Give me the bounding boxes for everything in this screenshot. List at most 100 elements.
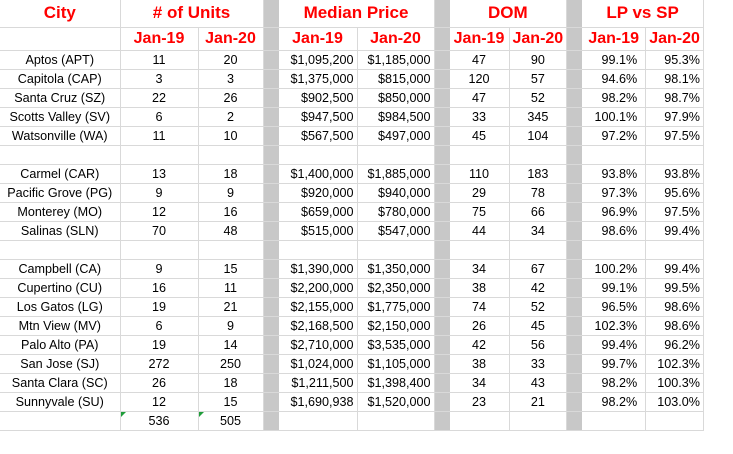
lpsp-jan19-cell[interactable]: 99.1% — [581, 278, 647, 298]
price-jan19-cell[interactable]: $920,000 — [278, 183, 358, 203]
dom-jan20-cell[interactable]: 345 — [509, 107, 568, 127]
city-cell[interactable]: Los Gatos (LG) — [0, 297, 121, 317]
price-jan20-cell[interactable]: $497,000 — [357, 126, 435, 146]
blank-header-cell[interactable] — [0, 27, 121, 51]
price-jan20-cell[interactable]: $3,535,000 — [357, 335, 435, 355]
units-jan20-cell[interactable]: 9 — [198, 183, 264, 203]
dom-jan20-cell[interactable]: 78 — [509, 183, 568, 203]
lpsp-jan20-cell[interactable]: 93.8% — [645, 164, 704, 184]
lpsp-jan20-cell[interactable]: 100.3% — [645, 373, 704, 393]
dom-jan20-cell[interactable]: 43 — [509, 373, 568, 393]
price-jan20-cell[interactable]: $780,000 — [357, 202, 435, 222]
lpsp-jan19-cell[interactable]: 96.5% — [581, 297, 647, 317]
units-jan20-cell[interactable]: 15 — [198, 259, 264, 279]
dom-jan20-cell[interactable]: 33 — [509, 354, 568, 374]
units-jan19-cell[interactable] — [120, 145, 199, 165]
dom-jan20-cell[interactable]: 52 — [509, 88, 568, 108]
city-cell[interactable]: Pacific Grove (PG) — [0, 183, 121, 203]
units-jan19-cell[interactable]: 19 — [120, 297, 199, 317]
dom-jan20-cell[interactable]: 34 — [509, 221, 568, 241]
price-jan19-cell[interactable] — [278, 145, 358, 165]
price-jan20-cell[interactable]: $1,885,000 — [357, 164, 435, 184]
lpsp-jan19-cell[interactable]: 99.7% — [581, 354, 647, 374]
lpsp-jan20-cell[interactable]: 95.6% — [645, 183, 704, 203]
lpsp-jan20-cell[interactable]: 96.2% — [645, 335, 704, 355]
dom-jan19-cell[interactable]: 42 — [449, 335, 510, 355]
price-jan20-cell[interactable]: $815,000 — [357, 69, 435, 89]
price-jan20-cell[interactable]: $2,150,000 — [357, 316, 435, 336]
units-jan19-cell[interactable] — [120, 240, 199, 260]
units-jan19-cell[interactable]: 19 — [120, 335, 199, 355]
dom-jan20-cell[interactable]: 42 — [509, 278, 568, 298]
city-cell[interactable]: Capitola (CAP) — [0, 69, 121, 89]
lpsp-jan19-cell[interactable]: 98.2% — [581, 373, 647, 393]
lpsp-jan20-cell[interactable]: 97.9% — [645, 107, 704, 127]
empty-cell[interactable] — [645, 411, 704, 431]
price-jan20-cell[interactable]: $1,775,000 — [357, 297, 435, 317]
units-jan19-cell[interactable]: 9 — [120, 259, 199, 279]
lpsp-jan20-cell[interactable] — [645, 145, 704, 165]
lpsp-jan20-cell[interactable]: 98.6% — [645, 297, 704, 317]
lpsp-jan20-cell[interactable]: 98.6% — [645, 316, 704, 336]
city-cell[interactable]: Sunnyvale (SU) — [0, 392, 121, 412]
lpsp-jan20-cell[interactable]: 98.7% — [645, 88, 704, 108]
city-cell[interactable]: Monterey (MO) — [0, 202, 121, 222]
price-jan19-cell[interactable]: $1,095,200 — [278, 50, 358, 70]
dom-jan20-cell[interactable] — [509, 240, 568, 260]
empty-cell[interactable] — [278, 411, 358, 431]
price-jan20-cell[interactable] — [357, 145, 435, 165]
dom-jan19-cell[interactable]: 75 — [449, 202, 510, 222]
price-jan19-cell[interactable]: $1,375,000 — [278, 69, 358, 89]
price-jan19-cell[interactable]: $902,500 — [278, 88, 358, 108]
city-cell[interactable]: Salinas (SLN) — [0, 221, 121, 241]
price-jan20-cell[interactable]: $850,000 — [357, 88, 435, 108]
city-cell[interactable] — [0, 240, 121, 260]
units-jan19-cell[interactable]: 11 — [120, 50, 199, 70]
lpsp-jan19-cell[interactable] — [581, 145, 647, 165]
city-cell[interactable]: Santa Cruz (SZ) — [0, 88, 121, 108]
dom-jan20-cell[interactable]: 66 — [509, 202, 568, 222]
city-cell[interactable]: Palo Alto (PA) — [0, 335, 121, 355]
empty-cell[interactable] — [581, 411, 647, 431]
dom-jan19-cell[interactable]: 29 — [449, 183, 510, 203]
city-cell[interactable]: Campbell (CA) — [0, 259, 121, 279]
units-jan19-cell[interactable]: 13 — [120, 164, 199, 184]
price-jan19-cell[interactable]: $2,168,500 — [278, 316, 358, 336]
dom-jan19-cell[interactable]: 44 — [449, 221, 510, 241]
dom-jan20-cell[interactable]: 45 — [509, 316, 568, 336]
dom-jan20-cell[interactable]: 52 — [509, 297, 568, 317]
city-cell[interactable]: Cupertino (CU) — [0, 278, 121, 298]
units-jan19-cell[interactable]: 12 — [120, 202, 199, 222]
price-jan19-cell[interactable]: $1,400,000 — [278, 164, 358, 184]
dom-jan19-cell[interactable]: 38 — [449, 354, 510, 374]
price-jan19-cell[interactable]: $2,200,000 — [278, 278, 358, 298]
units-jan20-header[interactable]: Jan-20 — [198, 27, 264, 51]
units-jan20-cell[interactable] — [198, 240, 264, 260]
price-jan20-cell[interactable]: $1,350,000 — [357, 259, 435, 279]
city-cell[interactable] — [0, 145, 121, 165]
lpsp-jan19-cell[interactable]: 93.8% — [581, 164, 647, 184]
units-jan20-cell[interactable]: 9 — [198, 316, 264, 336]
dom-jan19-cell[interactable]: 23 — [449, 392, 510, 412]
price-jan19-cell[interactable]: $947,500 — [278, 107, 358, 127]
dom-jan19-cell[interactable]: 110 — [449, 164, 510, 184]
city-cell[interactable]: Carmel (CAR) — [0, 164, 121, 184]
price-jan19-header[interactable]: Jan-19 — [278, 27, 358, 51]
dom-jan19-cell[interactable]: 38 — [449, 278, 510, 298]
units-jan19-cell[interactable]: 6 — [120, 107, 199, 127]
city-cell[interactable]: Aptos (APT) — [0, 50, 121, 70]
dom-jan20-cell[interactable] — [509, 145, 568, 165]
dom-jan20-cell[interactable]: 67 — [509, 259, 568, 279]
units-jan19-header[interactable]: Jan-19 — [120, 27, 199, 51]
price-jan19-cell[interactable] — [278, 240, 358, 260]
units-jan19-cell[interactable]: 272 — [120, 354, 199, 374]
city-cell[interactable]: Scotts Valley (SV) — [0, 107, 121, 127]
units-jan20-cell[interactable] — [198, 145, 264, 165]
lpsp-jan19-cell[interactable]: 98.2% — [581, 88, 647, 108]
price-jan20-cell[interactable]: $1,105,000 — [357, 354, 435, 374]
lpsp-jan19-cell[interactable]: 97.3% — [581, 183, 647, 203]
dom-header[interactable]: DOM — [449, 0, 568, 28]
lpsp-jan19-cell[interactable]: 100.2% — [581, 259, 647, 279]
dom-jan19-cell[interactable]: 120 — [449, 69, 510, 89]
dom-jan19-cell[interactable]: 47 — [449, 50, 510, 70]
